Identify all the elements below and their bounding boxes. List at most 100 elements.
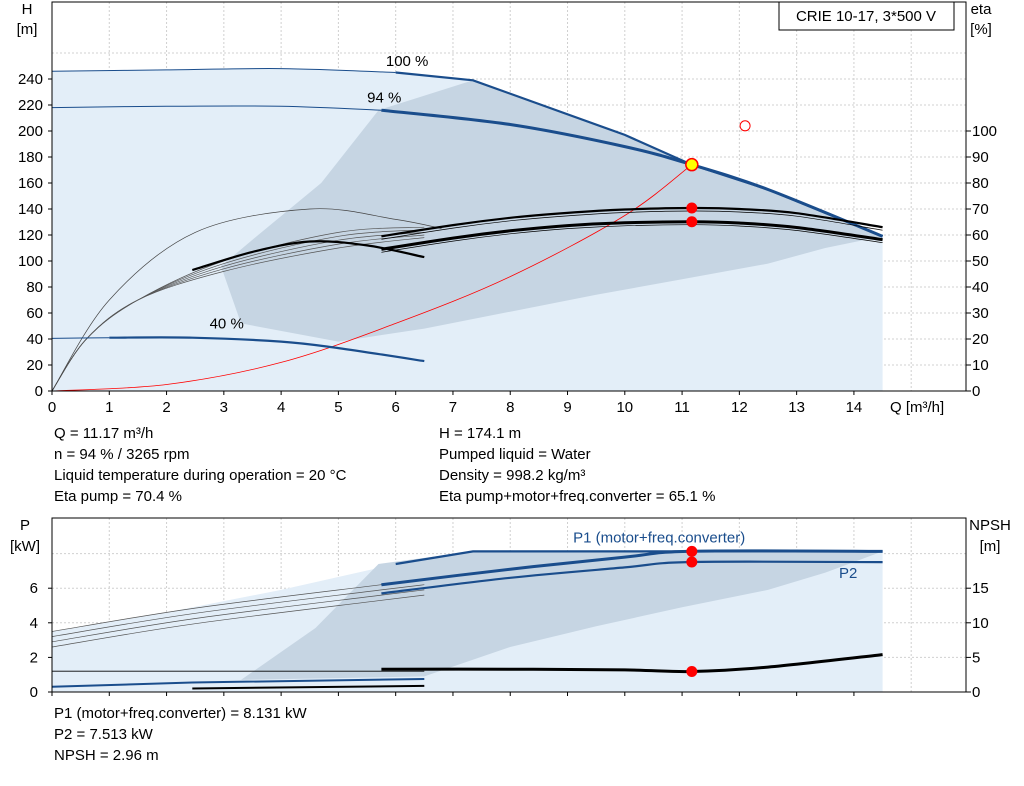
head-curve-100-thin [51,68,396,73]
y-right-tick-label: 10 [972,615,989,632]
y-left-axis-unit: [kW] [10,538,40,555]
y-left-tick-label: 4 [30,615,38,632]
head-efficiency-plot: 100 %94 %40 %0 1 2 3 4 5 6 7 8 9 10 11 12 13 14 Q [m³/h… [17,1,997,416]
head-curve-94 [381,108,884,238]
y-left-tick-label: 80 [26,279,43,296]
p1-curve [381,549,883,587]
plot-frame [51,1,967,392]
y-left-axis-label: P [20,517,30,534]
speed-family-curve [51,226,425,392]
liquid-temperature-readout: Liquid temperature during operation = 20… [54,467,347,484]
y-left-tick-label: 2 [30,649,38,666]
head-readout: H = 174.1 m [439,425,522,442]
y-left-tick-label: 6 [30,580,38,597]
x-tick-label: 9 [563,399,571,416]
range-fill-dark [221,80,883,342]
npsh-readout: NPSH = 2.96 m [54,747,159,764]
eta-curve-total-thin [381,224,883,253]
y-right-tick-label: 0 [972,684,980,701]
y-left-tick-label: 20 [26,357,43,374]
x-tick-label: 12 [731,399,748,416]
y-right-tick-label: 0 [972,383,980,400]
p2-curve [381,560,883,595]
x-tick-label: 6 [392,399,400,416]
y-left-tick-label: 240 [18,71,43,88]
y-right-tick-label: 10 [972,357,989,374]
series-label: P1 (motor+freq.converter) [573,530,745,547]
speed-readout: n = 94 % / 3265 rpm [54,446,190,463]
y-left-tick-label: 200 [18,123,43,140]
duty-point-head [685,157,699,172]
y-right-tick-label: 70 [972,201,989,218]
speed-label: 40 % [210,316,244,333]
eta-curve-low-speed [191,240,425,272]
y-right-tick-label: 60 [972,227,989,244]
product-label-box: CRIE 10-17, 3*500 V [778,1,955,31]
npsh-curve-low-speed [192,684,425,690]
y-left-tick-label: 100 [18,253,43,270]
y-right-tick-label: 50 [972,253,989,270]
power-npsh-plot: P1 (motor+freq.converter) P2 0 2 4 6 P [kW] 0 5 10… [10,517,1011,701]
x-tick-label: 13 [788,399,805,416]
x-tick-label: 2 [162,399,170,416]
p2-readout: P2 = 7.513 kW [54,726,153,743]
npsh-curve [381,653,883,674]
eta-total-readout: Eta pump+motor+freq.converter = 65.1 % [439,488,716,505]
speed-label: 94 % [367,89,401,106]
x-tick-label: 7 [449,399,457,416]
x-tick-label: 4 [277,399,285,416]
y-right-tick-label: 30 [972,305,989,322]
p1-readout: P1 (motor+freq.converter) = 8.131 kW [54,705,307,722]
x-tick-label: 8 [506,399,514,416]
density-readout: Density = 998.2 kg/m³ [439,467,586,484]
efficiency-envelope-curve [51,208,442,392]
y-right-tick-label: 100 [972,123,997,140]
x-tick-label: 14 [846,399,863,416]
y-left-tick-label: 40 [26,331,43,348]
duty-point-p2 [686,556,698,568]
y-right-axis-unit: [m] [980,538,1001,555]
y-left-tick-label: 60 [26,305,43,322]
y-right-axis-unit: [%] [970,21,992,38]
series-label: P2 [839,565,857,582]
eta-curve-pump-thin [381,210,883,240]
head-curve-94-thin [51,105,382,111]
power-family-curve [51,589,425,643]
x-tick-label: 5 [334,399,342,416]
product-label: CRIE 10-17, 3*500 V [796,8,936,25]
power-curve-low-speed [51,678,425,688]
y-left-tick-label: 140 [18,201,43,218]
x-tick-label: 3 [220,399,228,416]
speed-label: 100 % [386,53,429,70]
head-curve-40-thin [51,337,110,339]
y-right-axis-label: NPSH [969,517,1011,534]
power-family-curve [51,584,425,637]
y-left-tick-label: 180 [18,149,43,166]
system-curve [51,164,693,392]
y-right-tick-label: 15 [972,580,989,597]
duty-point-npsh [686,666,698,678]
x-tick-label: 11 [674,399,690,416]
y-right-tick-label: 80 [972,175,989,192]
x-tick-label: 0 [48,399,56,416]
y-right-tick-label: 40 [972,279,989,296]
duty-point-eta-pump [686,202,698,214]
duty-point-p1 [686,545,698,557]
y-left-axis-label: H [22,1,33,18]
y-left-tick-label: 160 [18,175,43,192]
power-family-curve [51,594,425,648]
y-right-axis-label: eta [971,1,993,18]
y-right-tick-label: 90 [972,149,989,166]
secondary-point [739,120,751,132]
duty-point-eta-total [686,216,698,228]
head-curve-40 [109,336,425,363]
eta-pump-readout: Eta pump = 70.4 % [54,488,182,505]
plot-frame [51,517,967,693]
y-left-tick-label: 0 [35,383,43,400]
flow-readout: Q = 11.17 m³/h [54,425,154,442]
y-right-tick-label: 5 [972,649,980,666]
eta-curve-pump [381,206,883,238]
y-right-tick-label: 20 [972,331,989,348]
